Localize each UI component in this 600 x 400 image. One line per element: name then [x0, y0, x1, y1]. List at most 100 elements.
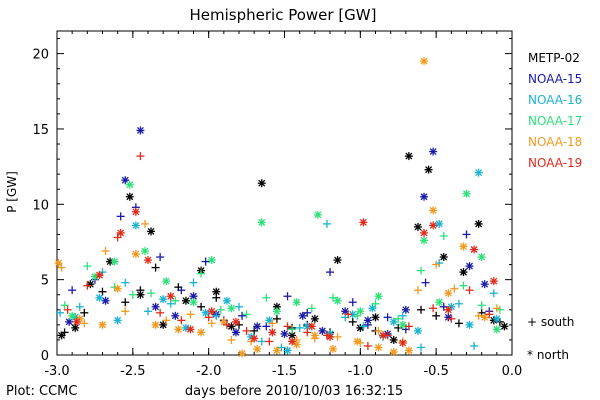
north-point	[435, 298, 444, 307]
south-point	[98, 287, 107, 296]
south-point	[447, 314, 456, 323]
south-point	[474, 311, 483, 320]
north-point	[413, 326, 422, 335]
south-point	[295, 323, 304, 332]
south-point	[56, 308, 65, 317]
north-point	[101, 296, 110, 305]
north-point	[326, 332, 334, 341]
south-point	[144, 307, 152, 316]
plot-credit: Plot: CCMC	[6, 384, 77, 399]
south-point	[283, 322, 292, 331]
north-point	[238, 349, 247, 358]
legend-entry: NOAA-16	[528, 93, 582, 107]
north-point	[227, 304, 236, 313]
south-point	[394, 314, 403, 323]
north-point	[253, 344, 262, 353]
south-point	[166, 299, 175, 308]
south-point	[257, 337, 266, 346]
north-point	[356, 307, 365, 316]
x-tick-label: -0.5	[423, 364, 448, 379]
y-axis: 0 5 10 15 20	[32, 38, 512, 364]
south-point	[201, 257, 210, 266]
south-point	[101, 247, 110, 256]
south-point	[439, 302, 448, 311]
y-axis-label: P [GW]	[5, 171, 19, 213]
north-point	[465, 262, 474, 271]
south-point	[272, 314, 281, 323]
south-point	[432, 260, 441, 269]
south-point	[250, 326, 259, 335]
north-point	[398, 320, 407, 329]
south-point	[80, 319, 89, 328]
x-tick-label: -1.0	[348, 364, 373, 379]
north-point	[474, 168, 483, 177]
north-point	[389, 317, 398, 326]
north-point	[140, 247, 149, 256]
south-point	[212, 311, 221, 320]
north-point	[162, 277, 171, 286]
y-tick-label: 10	[32, 198, 49, 213]
north-point	[71, 323, 80, 332]
north-point	[231, 317, 240, 326]
x-tick-label: -2.5	[120, 364, 145, 379]
south-point	[222, 320, 231, 329]
north-point	[489, 277, 498, 286]
north-point	[136, 290, 145, 299]
north-point	[413, 222, 422, 231]
north-point	[113, 316, 122, 325]
south-point	[465, 286, 474, 295]
south-point	[307, 304, 316, 313]
north-point	[159, 320, 168, 329]
south-point	[417, 305, 425, 314]
south-point	[413, 286, 422, 295]
north-point	[310, 314, 319, 323]
north-point	[212, 287, 221, 296]
north-point	[110, 257, 119, 266]
north-point	[268, 328, 277, 337]
south-point	[227, 335, 236, 344]
north-point	[398, 338, 407, 347]
north-point	[257, 218, 266, 227]
north-point	[95, 271, 104, 280]
north-point	[492, 314, 501, 323]
north-point	[480, 280, 489, 289]
x-tick-label: -1.5	[272, 364, 297, 379]
south-point	[470, 341, 479, 350]
north-point	[207, 307, 216, 316]
north-point	[222, 296, 231, 305]
x-tick-label: -2.0	[196, 364, 221, 379]
data-points	[54, 57, 509, 358]
south-point	[57, 263, 66, 272]
south-point	[68, 286, 77, 295]
south-point	[121, 307, 130, 316]
south-point	[121, 298, 130, 307]
north-point	[429, 221, 438, 230]
north-point	[420, 236, 429, 245]
south-point	[462, 230, 471, 239]
north-point	[459, 242, 468, 251]
north-point	[250, 334, 259, 343]
legend-entry: NOAA-17	[528, 114, 582, 128]
north-point	[151, 320, 160, 329]
north-point	[283, 346, 292, 355]
south-point	[288, 325, 297, 334]
north-point	[429, 147, 438, 156]
north-point	[374, 292, 383, 301]
south-point	[329, 293, 338, 302]
south-point	[421, 278, 430, 287]
south-point	[151, 263, 160, 272]
south-point	[429, 304, 438, 313]
south-point	[439, 231, 448, 240]
south-point	[394, 323, 403, 332]
x-tick-label: -3.0	[44, 364, 69, 379]
south-point	[121, 278, 130, 287]
south-point	[116, 212, 125, 221]
south-point	[156, 308, 165, 317]
north-point	[57, 331, 66, 340]
south-point	[216, 305, 225, 314]
south-point	[371, 299, 380, 308]
south-point	[63, 305, 72, 314]
south-point	[454, 299, 463, 308]
north-point	[186, 325, 195, 334]
south-point	[177, 286, 186, 295]
